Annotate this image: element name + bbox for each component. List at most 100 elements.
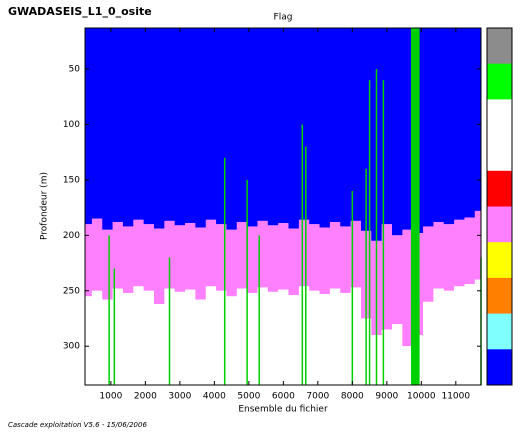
flag-cell <box>91 28 103 219</box>
colorbar-swatch <box>487 135 512 172</box>
flag-cell <box>102 28 114 230</box>
flag-cell <box>133 219 145 287</box>
flag-cell-below <box>423 301 434 385</box>
colorbar-swatch <box>487 28 512 64</box>
flag-cell <box>309 28 321 225</box>
flag-cell <box>205 219 217 287</box>
flag-cell-below <box>278 289 290 385</box>
flag-cell-below <box>174 291 186 385</box>
flag-cell-below <box>185 289 196 385</box>
flag-cell-below <box>226 296 238 385</box>
flag-cell <box>350 28 362 221</box>
flag-cell <box>247 28 258 227</box>
colorbar-swatch <box>487 277 512 314</box>
flag-cell <box>85 224 93 297</box>
flag-cell-below <box>247 292 258 385</box>
flag-cell <box>164 28 176 221</box>
flag-cell-below <box>319 294 331 385</box>
flag-cell <box>85 28 93 225</box>
flag-cell <box>433 222 445 289</box>
flag-cell <box>91 218 103 291</box>
flag-cell-below <box>433 288 445 385</box>
chart-title: Flag <box>274 13 293 23</box>
x-tick-label: 2000 <box>134 392 157 402</box>
flag-cell-below <box>122 292 134 385</box>
flag-cell <box>153 28 165 229</box>
flag-cell <box>288 228 300 296</box>
x-tick-label: 3000 <box>168 392 191 402</box>
x-tick-label: 5000 <box>237 392 260 402</box>
flag-cell <box>236 222 248 289</box>
y-tick-label: 250 <box>63 286 80 296</box>
flag-cell <box>474 28 482 211</box>
x-tick-label: 9000 <box>375 392 398 402</box>
flag-cell <box>185 223 196 290</box>
flag-cell <box>298 219 310 287</box>
flag-cell <box>340 226 352 293</box>
flag-cell-below <box>474 279 482 385</box>
flag-cell <box>329 28 341 223</box>
y-tick-label: 300 <box>63 342 80 352</box>
flag-cell <box>360 28 372 231</box>
flag-cell <box>267 28 279 226</box>
flag-cell <box>102 229 114 300</box>
colorbar <box>487 28 512 386</box>
y-axis-label: Profondeur (m) <box>40 172 50 240</box>
y-tick-label: 100 <box>63 120 80 130</box>
flag-cell <box>454 28 465 220</box>
y-tick-label: 200 <box>63 231 80 241</box>
flag-cell <box>143 28 155 225</box>
colorbar-swatch <box>487 63 512 100</box>
flag-cell <box>464 28 476 218</box>
x-tick-label: 7000 <box>306 392 329 402</box>
flag-cell <box>392 28 403 236</box>
flag-cell-below <box>195 299 207 385</box>
flag-cell <box>402 229 414 347</box>
flag-cell-below <box>236 288 248 385</box>
flag-cell <box>185 28 196 224</box>
x-tick-label: 8000 <box>341 392 364 402</box>
flag-cell-below <box>153 304 165 385</box>
flag-cell <box>226 229 238 297</box>
flag-cell-below <box>257 287 269 385</box>
flag-cell <box>423 226 434 302</box>
plot-area <box>85 28 482 385</box>
flag-cell <box>247 226 258 293</box>
flag-cell <box>443 28 455 225</box>
flag-cell <box>309 224 321 291</box>
flag-cell-below <box>309 290 321 385</box>
colorbar-frame <box>486 27 513 386</box>
flag-cell <box>381 28 393 225</box>
flag-cell-below <box>329 288 341 385</box>
file-title: GWADASEIS_L1_0_osite <box>8 5 152 18</box>
x-axis-label: Ensemble du fichier <box>238 405 328 415</box>
flag-cell <box>226 28 238 230</box>
flag-cell <box>257 28 269 221</box>
flag-cell <box>288 28 300 229</box>
flag-cell-below <box>205 286 217 385</box>
flag-cell-below <box>350 287 362 385</box>
x-tick-label: 1000 <box>99 392 122 402</box>
flag-cell <box>298 28 310 220</box>
footer: Cascade exploitation V5.6 - 15/06/2006 <box>8 421 147 429</box>
flag-cell-below <box>112 288 124 385</box>
x-tick-label: 11000 <box>441 392 470 402</box>
flag-cell <box>164 220 176 289</box>
flag-cell <box>112 28 124 223</box>
colorbar-swatch <box>487 99 512 136</box>
flag-cell <box>454 219 465 287</box>
flag-cell-below <box>91 290 103 385</box>
flag-cell-below <box>298 286 310 385</box>
flag-cell <box>133 28 145 220</box>
flag-cell-below <box>443 290 455 385</box>
flag-cell <box>423 28 434 227</box>
x-tick-label: 6000 <box>272 392 295 402</box>
flag-cell <box>195 28 207 228</box>
flag-cell-below <box>464 284 476 385</box>
flag-cell <box>267 225 279 292</box>
y-tick-label: 50 <box>69 65 81 75</box>
flag-cell-below <box>143 290 155 385</box>
flag-cell <box>392 235 403 325</box>
flag-cell-below <box>85 296 93 385</box>
